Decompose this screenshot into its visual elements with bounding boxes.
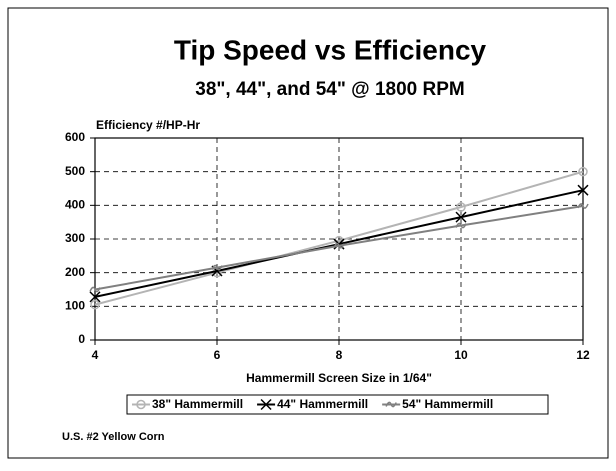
x-tick-label: 8 [336,348,343,362]
marker [456,202,466,212]
legend-label: 38" Hammermill [152,397,243,411]
marker [89,291,101,303]
legend-label: 44" Hammermill [277,397,368,411]
x-tick-label: 4 [92,348,99,362]
legend-label: 54" Hammermill [402,397,493,411]
marker [260,398,272,411]
legend [126,394,549,415]
marker [385,401,397,408]
marker [211,264,223,271]
chart-title: Tip Speed vs Efficiency [174,34,487,65]
y-tick-label: 200 [65,265,85,279]
x-axis-label: Hammermill Screen Size in 1/64" [246,371,432,385]
y-tick-label: 500 [65,164,85,178]
y-tick-label: 300 [65,231,85,245]
y-tick-label: 100 [65,299,85,313]
y-axis-label: Efficiency #/HP-Hr [96,118,200,132]
series-line [94,170,584,306]
marker [577,203,589,209]
x-tick-label: 12 [576,348,590,362]
marker [90,299,100,310]
marker [455,222,467,229]
marker [333,242,345,249]
y-tick-label: 0 [78,332,85,346]
y-tick-label: 400 [65,198,85,212]
x-tick-label: 6 [214,348,221,362]
x-tick-label: 10 [454,348,468,362]
chart-subtitle: 38", 44", and 54" @ 1800 RPM [195,79,464,100]
marker [577,184,589,196]
footnote: U.S. #2 Yellow Corn [62,431,165,443]
y-tick-label: 600 [65,130,85,144]
marker [455,211,467,223]
marker [89,286,101,293]
marker [578,166,588,177]
marker [136,399,146,410]
